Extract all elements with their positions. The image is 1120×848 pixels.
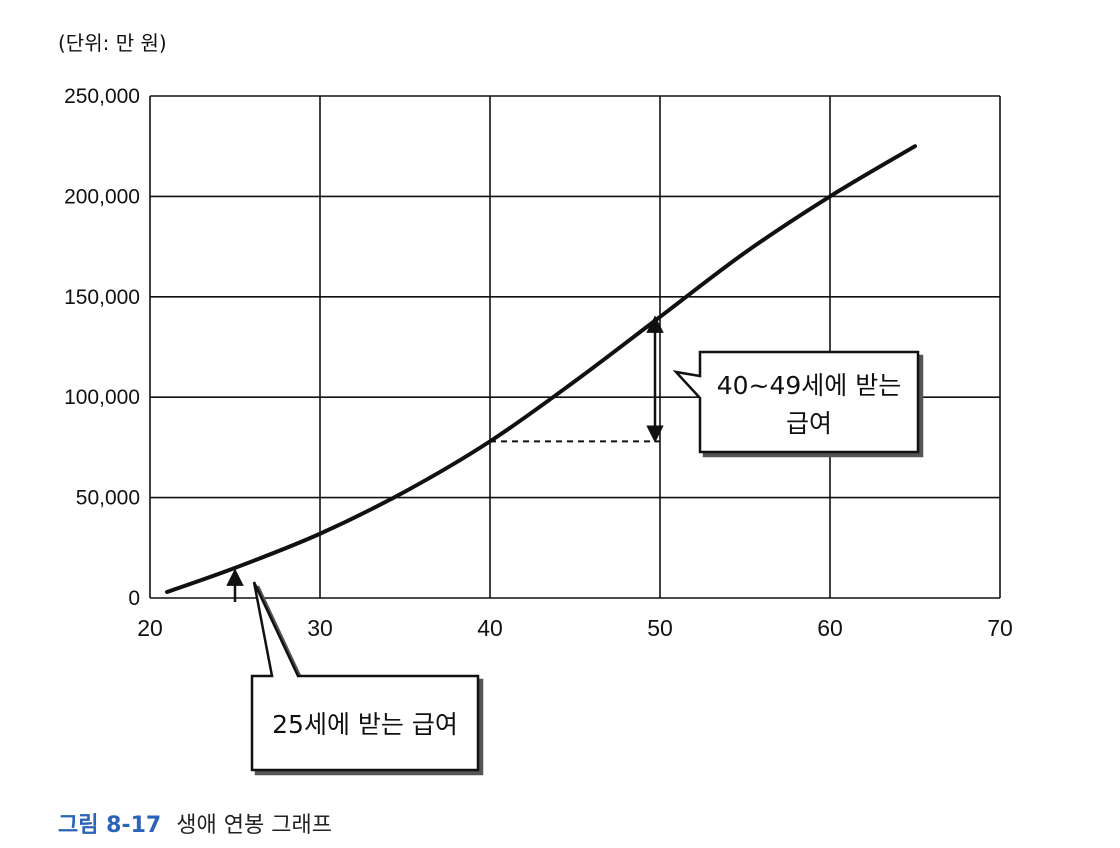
y-tick-label: 150,000: [64, 286, 140, 309]
caption-number: 그림 8-17: [58, 813, 161, 838]
x-tick-label: 40: [477, 615, 503, 641]
callout-box-25: [250, 581, 480, 772]
x-tick-label: 50: [647, 615, 673, 641]
x-axis-ticks: 20 30 40 50 60 70: [137, 615, 1013, 641]
range-40-49-annotation: 40~49세에 받는 급여: [490, 315, 920, 454]
age-25-annotation: 25세에 받는 급여: [226, 568, 480, 772]
chart-grid: [149, 95, 1001, 599]
unit-label: (단위: 만 원): [58, 31, 167, 55]
y-tick-label: 50,000: [76, 487, 140, 510]
y-tick-label: 100,000: [64, 386, 140, 409]
salary-curve-line: [165, 144, 917, 594]
x-tick-label: 30: [307, 615, 333, 641]
y-tick-label: 0: [128, 587, 140, 610]
x-tick-label: 70: [987, 615, 1013, 641]
callout-25-text: 25세에 받는 급여: [272, 710, 458, 739]
callout-box-40-49: [672, 350, 920, 454]
figure-caption: 그림 8-17 생애 연봉 그래프: [58, 813, 332, 838]
callout-40-49-line2: 급여: [786, 409, 832, 438]
caption-text: 생애 연봉 그래프: [176, 813, 332, 838]
callout-40-49-line1: 40~49세에 받는: [717, 371, 902, 400]
y-axis-ticks: 0 50,000 100,000 150,000 200,000 250,000: [64, 85, 140, 610]
y-tick-label: 200,000: [64, 185, 140, 208]
y-tick-label: 250,000: [64, 85, 140, 108]
x-tick-label: 60: [817, 615, 843, 641]
x-tick-label: 20: [137, 615, 163, 641]
